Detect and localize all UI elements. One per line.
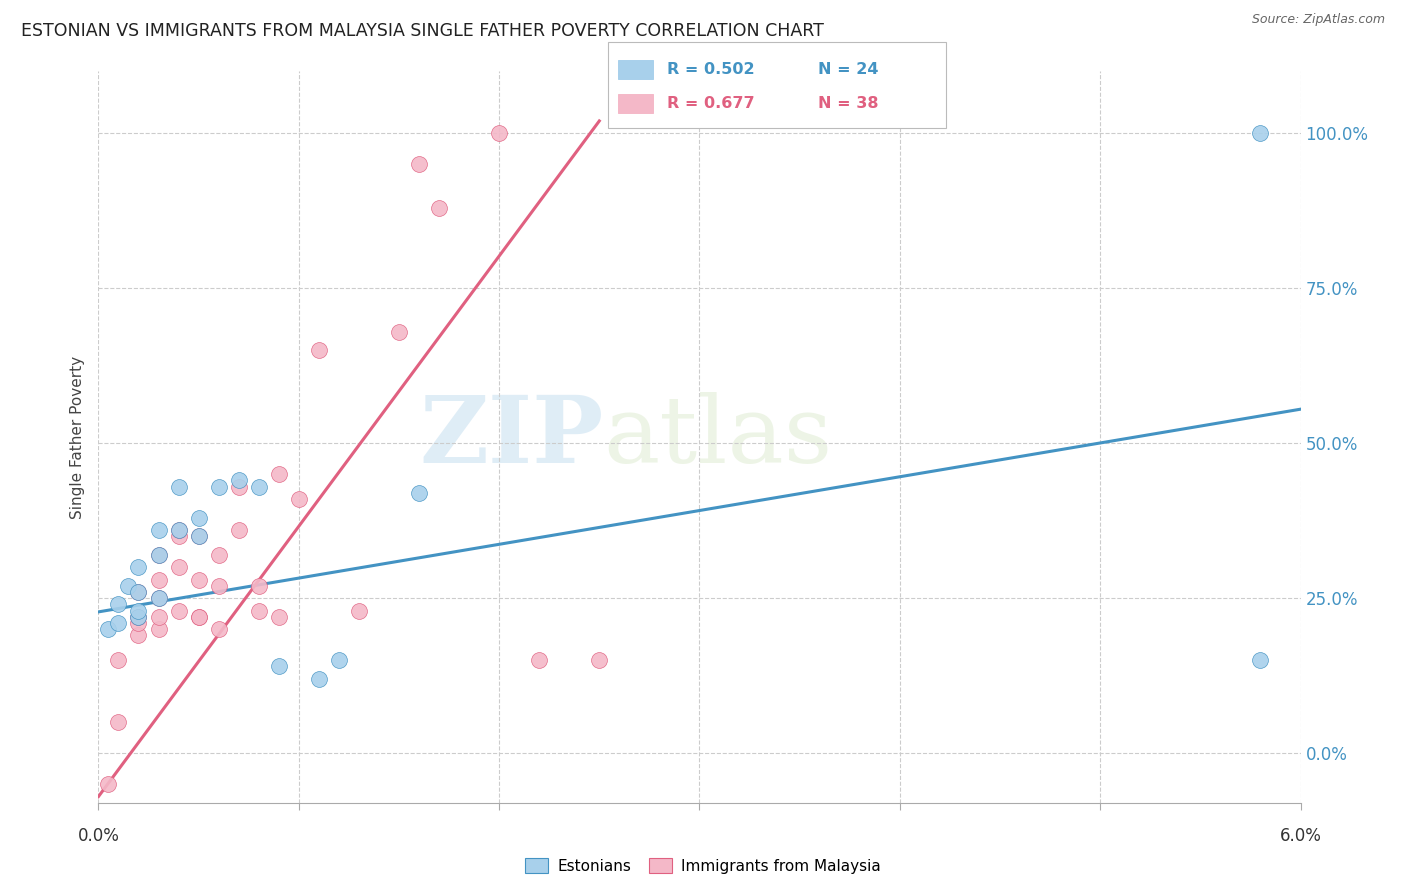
- Text: R = 0.677: R = 0.677: [666, 96, 754, 111]
- Point: [1250, 126, 1272, 140]
- Text: ESTONIAN VS IMMIGRANTS FROM MALAYSIA SINGLE FATHER POVERTY CORRELATION CHART: ESTONIAN VS IMMIGRANTS FROM MALAYSIA SIN…: [21, 22, 824, 40]
- Point: [148, 548, 170, 562]
- Point: [588, 653, 610, 667]
- Point: [107, 653, 129, 667]
- Point: [148, 573, 170, 587]
- Point: [148, 591, 170, 606]
- Point: [308, 672, 330, 686]
- Point: [488, 126, 510, 140]
- Text: Source: ZipAtlas.com: Source: ZipAtlas.com: [1251, 13, 1385, 27]
- Point: [308, 343, 330, 358]
- Bar: [619, 60, 652, 79]
- Point: [128, 604, 150, 618]
- Point: [347, 604, 370, 618]
- Point: [107, 615, 129, 630]
- Point: [117, 579, 139, 593]
- Point: [228, 474, 250, 488]
- Point: [187, 529, 209, 543]
- Point: [107, 598, 129, 612]
- Text: N = 24: N = 24: [818, 62, 879, 77]
- Point: [247, 604, 270, 618]
- Legend: Estonians, Immigrants from Malaysia: Estonians, Immigrants from Malaysia: [519, 852, 887, 880]
- Point: [128, 585, 150, 599]
- Point: [128, 610, 150, 624]
- Point: [208, 579, 231, 593]
- Y-axis label: Single Father Poverty: Single Father Poverty: [70, 356, 86, 518]
- Point: [148, 610, 170, 624]
- Point: [148, 591, 170, 606]
- Point: [97, 777, 120, 791]
- Point: [208, 622, 231, 636]
- Point: [267, 659, 290, 673]
- Point: [247, 480, 270, 494]
- Point: [408, 157, 430, 171]
- Text: R = 0.502: R = 0.502: [666, 62, 754, 77]
- Point: [228, 480, 250, 494]
- Point: [167, 523, 190, 537]
- Point: [167, 523, 190, 537]
- Point: [107, 715, 129, 730]
- Point: [187, 573, 209, 587]
- Point: [208, 548, 231, 562]
- Text: ZIP: ZIP: [419, 392, 603, 482]
- Point: [388, 325, 411, 339]
- Point: [97, 622, 120, 636]
- Text: atlas: atlas: [603, 392, 832, 482]
- Point: [288, 491, 311, 506]
- Point: [408, 486, 430, 500]
- Point: [167, 560, 190, 574]
- Point: [148, 622, 170, 636]
- Point: [1250, 653, 1272, 667]
- Point: [167, 529, 190, 543]
- Bar: [619, 94, 652, 113]
- Point: [328, 653, 350, 667]
- Text: 0.0%: 0.0%: [77, 827, 120, 845]
- FancyBboxPatch shape: [607, 42, 946, 128]
- Point: [187, 610, 209, 624]
- Point: [427, 201, 450, 215]
- Text: N = 38: N = 38: [818, 96, 879, 111]
- Point: [228, 523, 250, 537]
- Point: [128, 560, 150, 574]
- Point: [148, 548, 170, 562]
- Point: [187, 529, 209, 543]
- Point: [167, 604, 190, 618]
- Text: 6.0%: 6.0%: [1279, 827, 1322, 845]
- Point: [267, 610, 290, 624]
- Point: [128, 585, 150, 599]
- Point: [167, 480, 190, 494]
- Point: [187, 610, 209, 624]
- Point: [128, 610, 150, 624]
- Point: [187, 510, 209, 524]
- Point: [208, 480, 231, 494]
- Point: [128, 628, 150, 642]
- Point: [267, 467, 290, 482]
- Point: [247, 579, 270, 593]
- Point: [128, 615, 150, 630]
- Point: [529, 653, 551, 667]
- Point: [148, 523, 170, 537]
